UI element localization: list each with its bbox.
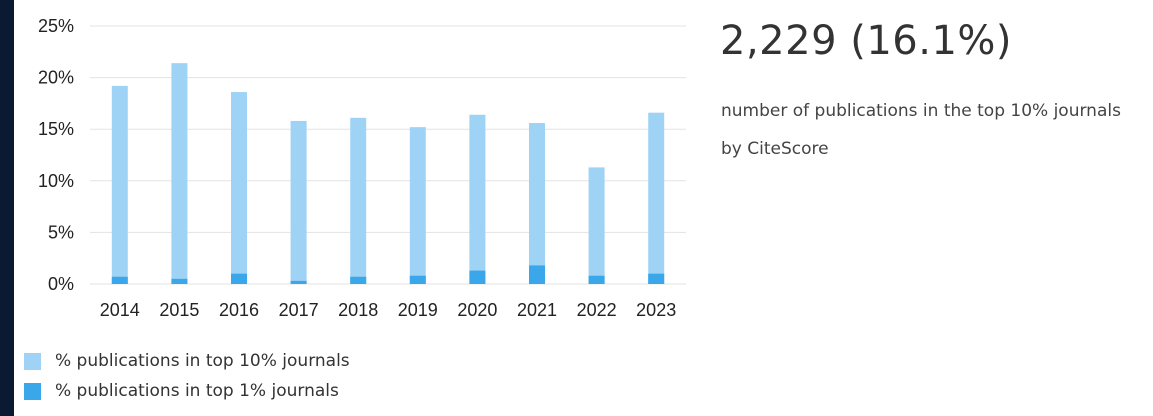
y-tick-label: 20%	[38, 68, 74, 88]
bar-top1	[648, 273, 665, 284]
x-tick-label: 2019	[398, 300, 438, 320]
bar-top10	[111, 85, 128, 284]
y-tick-label: 25%	[38, 16, 74, 36]
bar-top10	[290, 120, 307, 284]
bar-top1	[350, 276, 367, 284]
bar-top10	[409, 127, 426, 284]
x-tick-label: 2016	[219, 300, 259, 320]
legend-item-top10[interactable]: % publications in top 10% journals	[24, 346, 350, 376]
bar-chart: 0% 5% 10% 15% 20% 25% 2014 2015 2016 2017 2018 2019…	[38, 16, 686, 320]
bar-top10	[231, 92, 247, 284]
x-tick-label: 2022	[577, 300, 617, 320]
legend-label-top10: % publications in top 10% journals	[55, 351, 350, 371]
y-tick-label: 0%	[48, 274, 74, 294]
headline-metric: 2,229 (16.1%)	[720, 18, 1013, 64]
x-tick-label: 2015	[159, 300, 199, 320]
bar-top10	[350, 117, 367, 285]
y-tick-label: 10%	[38, 171, 74, 191]
legend-swatch-top1	[24, 382, 41, 400]
x-tick-label: 2017	[279, 300, 319, 320]
metric-caption: number of publications in the top 10% jo…	[721, 101, 1121, 159]
bar-top1	[290, 280, 307, 284]
y-tick-label: 15%	[38, 119, 74, 139]
legend: % publications in top 10% journals % pub…	[24, 346, 350, 406]
bar-top1	[111, 276, 128, 284]
bar-top10	[648, 112, 665, 284]
x-tick-label: 2023	[636, 300, 676, 320]
x-tick-label: 2021	[517, 300, 557, 320]
bar-top10	[469, 114, 486, 284]
x-tick-label: 2018	[338, 300, 378, 320]
bar-top10	[171, 63, 188, 284]
bar-top1	[171, 278, 188, 284]
y-tick-label: 5%	[48, 222, 74, 242]
bar-top10	[529, 123, 545, 285]
legend-label-top1: % publications in top 1% journals	[55, 381, 339, 401]
bar-top1	[529, 265, 545, 284]
x-tick-label: 2020	[457, 300, 497, 320]
x-tick-label: 2014	[100, 300, 140, 320]
bar-top1	[409, 275, 426, 284]
bar-top1	[231, 273, 247, 284]
legend-swatch-top10	[24, 352, 41, 370]
bar-top1	[469, 270, 486, 284]
chart-panel: 0% 5% 10% 15% 20% 25% 2014 2015 2016 2017 2018 2019…	[14, 0, 1153, 416]
legend-item-top1[interactable]: % publications in top 1% journals	[24, 376, 350, 406]
bar-top10	[588, 167, 605, 284]
bar-top1	[588, 275, 605, 284]
